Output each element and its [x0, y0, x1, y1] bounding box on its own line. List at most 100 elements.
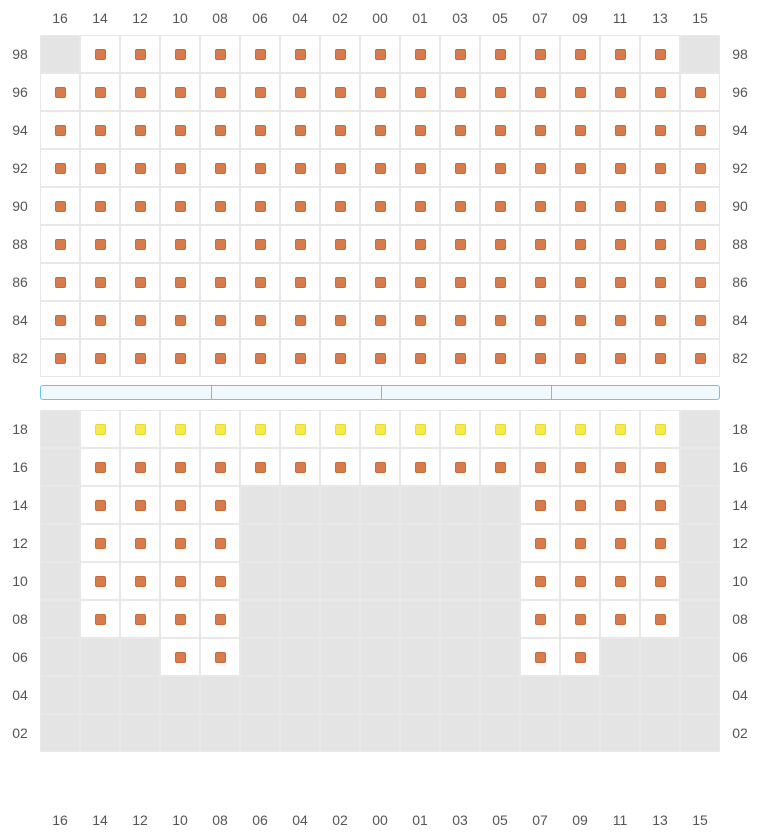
seat-cell[interactable]: [400, 263, 440, 301]
seat-cell[interactable]: [680, 111, 720, 149]
seat-cell[interactable]: [560, 562, 600, 600]
seat-cell[interactable]: [160, 486, 200, 524]
seat-cell[interactable]: [600, 301, 640, 339]
seat-cell[interactable]: [280, 263, 320, 301]
seat-cell[interactable]: [40, 225, 80, 263]
seat-cell[interactable]: [440, 225, 480, 263]
seat-cell[interactable]: [160, 638, 200, 676]
seat-cell[interactable]: [440, 149, 480, 187]
seat-cell[interactable]: [440, 339, 480, 377]
seat-cell[interactable]: [360, 149, 400, 187]
seat-cell[interactable]: [360, 339, 400, 377]
seat-cell[interactable]: [160, 448, 200, 486]
seat-cell[interactable]: [640, 524, 680, 562]
seat-cell[interactable]: [400, 149, 440, 187]
seat-cell[interactable]: [120, 187, 160, 225]
seat-cell[interactable]: [360, 410, 400, 448]
seat-cell[interactable]: [120, 111, 160, 149]
seat-cell[interactable]: [520, 486, 560, 524]
seat-cell[interactable]: [80, 73, 120, 111]
seat-cell[interactable]: [160, 524, 200, 562]
seat-cell[interactable]: [480, 301, 520, 339]
seat-cell[interactable]: [680, 73, 720, 111]
seat-cell[interactable]: [480, 111, 520, 149]
seat-cell[interactable]: [120, 486, 160, 524]
seat-cell[interactable]: [520, 638, 560, 676]
seat-cell[interactable]: [160, 562, 200, 600]
seat-cell[interactable]: [640, 486, 680, 524]
seat-cell[interactable]: [560, 111, 600, 149]
seat-cell[interactable]: [120, 448, 160, 486]
seat-cell[interactable]: [480, 410, 520, 448]
seat-cell[interactable]: [600, 524, 640, 562]
seat-cell[interactable]: [600, 111, 640, 149]
seat-cell[interactable]: [240, 149, 280, 187]
seat-cell[interactable]: [640, 73, 680, 111]
seat-cell[interactable]: [480, 149, 520, 187]
seat-cell[interactable]: [240, 301, 280, 339]
seat-cell[interactable]: [40, 301, 80, 339]
seat-cell[interactable]: [480, 339, 520, 377]
seat-cell[interactable]: [600, 35, 640, 73]
seat-cell[interactable]: [560, 187, 600, 225]
seat-cell[interactable]: [280, 225, 320, 263]
seat-cell[interactable]: [240, 111, 280, 149]
seat-cell[interactable]: [280, 339, 320, 377]
seat-cell[interactable]: [80, 486, 120, 524]
seat-cell[interactable]: [240, 410, 280, 448]
seat-cell[interactable]: [520, 187, 560, 225]
seat-cell[interactable]: [80, 600, 120, 638]
seat-cell[interactable]: [520, 111, 560, 149]
seat-cell[interactable]: [40, 149, 80, 187]
seat-cell[interactable]: [440, 448, 480, 486]
seat-cell[interactable]: [600, 263, 640, 301]
seat-cell[interactable]: [520, 600, 560, 638]
seat-cell[interactable]: [120, 339, 160, 377]
seat-cell[interactable]: [80, 35, 120, 73]
seat-cell[interactable]: [600, 486, 640, 524]
seat-cell[interactable]: [80, 410, 120, 448]
seat-cell[interactable]: [640, 35, 680, 73]
seat-cell[interactable]: [640, 111, 680, 149]
seat-cell[interactable]: [200, 486, 240, 524]
seat-cell[interactable]: [400, 111, 440, 149]
seat-cell[interactable]: [480, 73, 520, 111]
seat-cell[interactable]: [560, 35, 600, 73]
seat-cell[interactable]: [40, 111, 80, 149]
seat-cell[interactable]: [400, 35, 440, 73]
seat-cell[interactable]: [280, 73, 320, 111]
seat-cell[interactable]: [560, 149, 600, 187]
seat-cell[interactable]: [200, 448, 240, 486]
seat-cell[interactable]: [480, 187, 520, 225]
seat-cell[interactable]: [640, 187, 680, 225]
seat-cell[interactable]: [80, 448, 120, 486]
seat-cell[interactable]: [120, 263, 160, 301]
seat-cell[interactable]: [560, 448, 600, 486]
seat-cell[interactable]: [280, 410, 320, 448]
seat-cell[interactable]: [200, 35, 240, 73]
seat-cell[interactable]: [640, 448, 680, 486]
seat-cell[interactable]: [360, 111, 400, 149]
seat-cell[interactable]: [640, 225, 680, 263]
seat-cell[interactable]: [440, 301, 480, 339]
seat-cell[interactable]: [200, 149, 240, 187]
seat-cell[interactable]: [480, 263, 520, 301]
seat-cell[interactable]: [560, 339, 600, 377]
seat-cell[interactable]: [280, 35, 320, 73]
seat-cell[interactable]: [320, 149, 360, 187]
seat-cell[interactable]: [200, 187, 240, 225]
seat-cell[interactable]: [400, 187, 440, 225]
seat-cell[interactable]: [80, 524, 120, 562]
seat-cell[interactable]: [80, 187, 120, 225]
seat-cell[interactable]: [160, 73, 200, 111]
seat-cell[interactable]: [360, 301, 400, 339]
seat-cell[interactable]: [640, 562, 680, 600]
seat-cell[interactable]: [240, 339, 280, 377]
seat-cell[interactable]: [600, 225, 640, 263]
seat-cell[interactable]: [80, 225, 120, 263]
seat-cell[interactable]: [160, 149, 200, 187]
seat-cell[interactable]: [320, 187, 360, 225]
seat-cell[interactable]: [520, 73, 560, 111]
seat-cell[interactable]: [400, 225, 440, 263]
seat-cell[interactable]: [160, 263, 200, 301]
